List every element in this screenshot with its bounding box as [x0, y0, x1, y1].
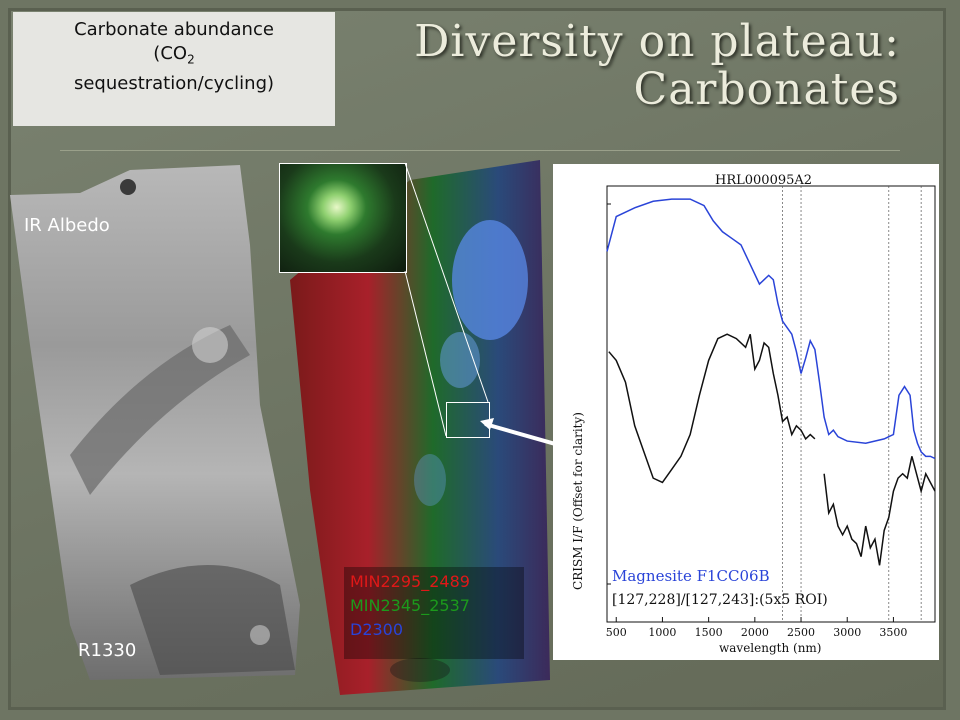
composite-legend: MIN2295_2489 MIN2345_2537 D2300 — [344, 567, 524, 659]
x-tick-label: 1500 — [694, 626, 723, 639]
r1330-label: R1330 — [78, 640, 137, 661]
roi-box — [446, 402, 490, 438]
legend-blue: D2300 — [350, 620, 404, 639]
chart-ylabel: CRISM I/F (Offset for clarity) — [571, 412, 585, 590]
series-line-1 — [608, 333, 816, 484]
chart-xlabel: wavelength (nm) — [719, 641, 822, 655]
x-tick-label: 3500 — [879, 626, 908, 639]
carbonate-line3: sequestration/cycling) — [73, 72, 275, 94]
x-tick-label: 2000 — [740, 626, 769, 639]
legend-roi: [127,228]/[127,243]:(5x5 ROI) — [612, 592, 828, 608]
x-tick-label: 500 — [605, 626, 627, 639]
plot-axes-frame — [606, 185, 936, 623]
spectrum-chart: HRL000095A2 CRISM I/F (Offset for clarit… — [553, 164, 939, 660]
legend-red: MIN2295_2489 — [350, 572, 470, 591]
spectrum-chart-svg — [606, 185, 936, 623]
title-line-2: Carbonates — [633, 64, 900, 115]
series-line-2 — [823, 456, 936, 566]
legend-green: MIN2345_2537 — [350, 596, 470, 615]
ir-albedo-image — [10, 165, 300, 680]
chart-title: HRL000095A2 — [715, 173, 813, 188]
title-divider — [60, 150, 900, 151]
x-tick-label: 1000 — [648, 626, 677, 639]
title-line-1: Diversity on plateau: — [414, 16, 900, 67]
composite-zoom-inset — [279, 163, 407, 273]
x-tick-label: 2500 — [787, 626, 816, 639]
slide-title: Diversity on plateau: Carbonates — [414, 18, 900, 114]
carbonate-abundance-box: Carbonate abundance (CO2 sequestration/c… — [13, 12, 335, 126]
series-line-0 — [606, 198, 936, 460]
carbonate-line1: Carbonate abundance — [74, 19, 274, 40]
legend-magnesite: Magnesite F1CC06B — [612, 567, 770, 585]
x-tick-label: 3000 — [833, 626, 862, 639]
carbonate-line2: (CO2 — [153, 43, 195, 67]
ir-albedo-label: IR Albedo — [24, 215, 110, 236]
